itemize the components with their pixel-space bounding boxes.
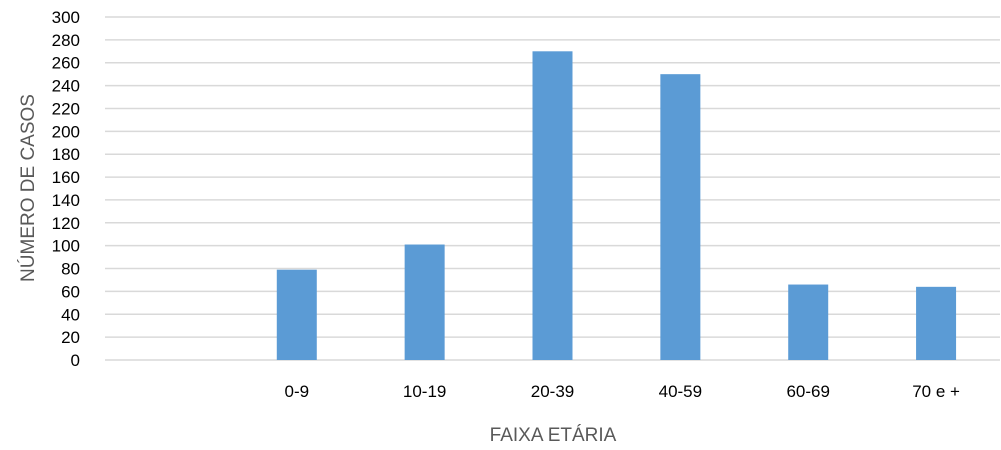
y-tick-label: 20 (61, 328, 80, 347)
y-tick-label: 140 (52, 191, 80, 210)
y-tick-label: 80 (61, 260, 80, 279)
x-tick-label: 0-9 (284, 382, 309, 401)
y-tick-label: 280 (52, 31, 80, 50)
y-tick-label: 300 (52, 8, 80, 27)
x-tick-label: 10-19 (403, 382, 446, 401)
y-tick-label: 100 (52, 237, 80, 256)
y-tick-label: 180 (52, 145, 80, 164)
x-tick-label: 60-69 (786, 382, 829, 401)
y-tick-label: 60 (61, 282, 80, 301)
bar-60-69 (788, 284, 829, 360)
bars (276, 51, 957, 361)
x-axis-title: FAIXA ETÁRIA (490, 425, 617, 446)
y-tick-label: 40 (61, 305, 80, 324)
bar-10-19 (404, 244, 445, 360)
x-axis-ticks: 0-9 10-19 20-39 40-59 60-69 70 e + (284, 382, 960, 401)
bar-40-59 (660, 74, 701, 361)
bar-70-e- (916, 286, 957, 360)
x-tick-label: 40-59 (659, 382, 702, 401)
y-tick-label: 240 (52, 77, 80, 96)
y-tick-label: 120 (52, 214, 80, 233)
y-tick-label: 200 (52, 122, 80, 141)
y-tick-label: 160 (52, 168, 80, 187)
y-axis-ticks: 0 20 40 60 80 100 120 140 160 180 200 220 240 260 280 3… (52, 8, 80, 370)
x-tick-label: 70 e + (912, 382, 960, 401)
bar-0-9 (276, 269, 317, 360)
x-tick-label: 20-39 (531, 382, 574, 401)
y-tick-label: 220 (52, 99, 80, 118)
y-axis-title: NÚMERO DE CASOS (17, 94, 39, 282)
bar-20-39 (532, 51, 573, 361)
y-tick-label: 260 (52, 54, 80, 73)
y-tick-label: 0 (71, 351, 80, 370)
